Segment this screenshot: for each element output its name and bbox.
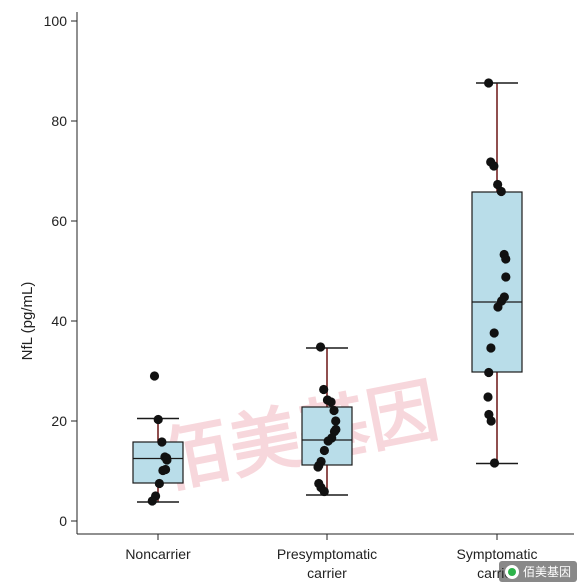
watermark: 佰美基因: [154, 369, 445, 503]
data-point: [149, 371, 160, 381]
y-tick-label: 20: [51, 413, 67, 429]
x-tick-label: Noncarrier: [125, 546, 191, 562]
data-point: [326, 397, 336, 407]
data-point: [486, 343, 496, 353]
data-point: [319, 445, 329, 456]
data-point: [496, 186, 506, 197]
data-point: [486, 416, 496, 426]
data-point: [484, 367, 494, 378]
box: [471, 191, 523, 373]
watermark-text: 佰美基因: [154, 369, 445, 503]
data-point: [157, 437, 167, 447]
data-point: [501, 272, 511, 282]
data-point: [323, 436, 333, 446]
data-point: [319, 486, 329, 497]
data-point: [329, 405, 339, 416]
x-tick-label: Symptomatic: [457, 546, 538, 562]
axes: 0 20 40 60 80 100 Noncarrier Presymptomatic carr…: [44, 12, 574, 581]
data-point: [315, 342, 326, 352]
data-point: [483, 392, 493, 402]
badge-text: 佰美基因: [522, 565, 571, 579]
wechat-icon: [504, 564, 519, 579]
data-point: [147, 496, 157, 506]
data-point: [319, 384, 329, 395]
source-badge: 佰美基因: [498, 561, 577, 582]
data-point: [493, 179, 503, 190]
data-point: [331, 416, 341, 426]
data-point: [489, 458, 500, 468]
y-tick-label: 0: [59, 513, 67, 529]
y-axis-title: NfL (pg/mL): [19, 282, 36, 361]
data-point: [313, 462, 323, 472]
y-tick-label: 80: [51, 113, 67, 129]
data-point: [489, 161, 499, 171]
data-point: [153, 414, 163, 425]
y-tick-label: 40: [51, 313, 67, 329]
plot-area: [132, 78, 523, 506]
data-point: [484, 78, 494, 88]
y-tick-label: 100: [44, 13, 68, 29]
data-point: [493, 302, 503, 312]
box: [132, 441, 184, 484]
data-point: [162, 455, 172, 465]
data-point: [501, 254, 511, 264]
data-point: [154, 478, 164, 489]
x-tick-label: Presymptomatic: [277, 546, 377, 562]
data-point: [489, 328, 499, 338]
y-tick-label: 60: [51, 213, 67, 229]
x-tick-label: carrier: [307, 565, 347, 581]
data-point: [158, 465, 168, 476]
box: [301, 406, 353, 466]
